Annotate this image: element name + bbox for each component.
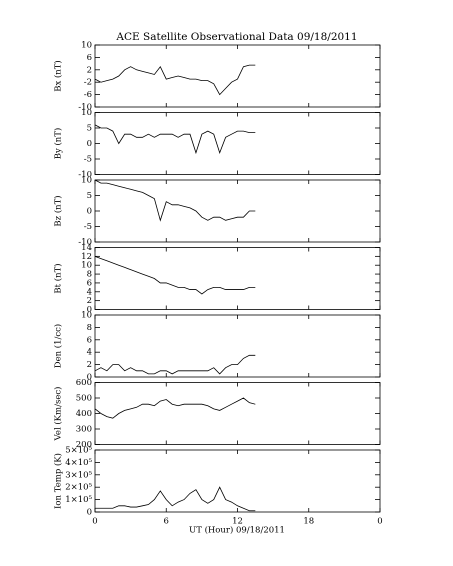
y-axis-label: Bz (nT) (53, 195, 64, 226)
y-tick-label: -5 (84, 155, 92, 165)
y-tick-label: 400 (76, 409, 92, 419)
y-tick-label: 2 (87, 360, 92, 370)
y-tick-label: 0 (87, 207, 92, 217)
y-tick-label: 0 (87, 139, 92, 149)
data-line (94, 124, 256, 155)
y-tick-label: 500 (76, 394, 92, 404)
y-tick-label: 4 (87, 287, 92, 297)
data-line (94, 179, 256, 222)
data-line (94, 255, 256, 295)
y-tick-label: 14 (81, 243, 92, 253)
y-tick-label: 0 (87, 508, 92, 518)
y-tick-label: 10 (81, 176, 92, 186)
y-tick-label: 5×10⁵ (65, 446, 92, 456)
y-tick-label: 6 (87, 278, 92, 288)
y-tick-label: -10 (78, 238, 92, 248)
data-line (94, 354, 256, 375)
x-axis-label: UT (Hour) 09/18/2011 (189, 525, 285, 536)
y-tick-label: 2 (87, 65, 92, 75)
chart-title: ACE Satellite Observational Data 09/18/2… (115, 31, 357, 43)
y-tick-label: 600 (76, 378, 92, 388)
y-tick-label: 8 (87, 323, 92, 333)
x-tick-label: 6 (164, 517, 169, 527)
y-tick-label: -6 (84, 90, 92, 100)
y-axis-label: Den (1/cc) (53, 324, 64, 368)
panel-frame (94, 112, 381, 175)
y-tick-label: 0 (87, 373, 92, 383)
data-line (94, 64, 256, 96)
x-tick-label: 0 (377, 517, 382, 527)
panel-frame (94, 44, 381, 108)
y-tick-label: 5 (87, 124, 92, 134)
y-tick-label: 2×10⁵ (65, 483, 92, 493)
data-line (95, 486, 256, 512)
y-tick-label: 4 (87, 348, 92, 358)
y-axis-label: Bt (nT) (53, 263, 64, 293)
y-tick-label: -10 (78, 170, 92, 180)
y-tick-label: 300 (76, 425, 92, 435)
panel-frame (94, 449, 381, 513)
x-tick-label: 0 (92, 517, 97, 527)
x-tick-label: 18 (303, 517, 314, 527)
y-tick-label: 0 (87, 305, 92, 315)
y-tick-label: 2 (87, 296, 92, 306)
panel-frame (94, 179, 381, 243)
y-tick-label: 12 (81, 252, 92, 262)
y-tick-label: 1×10⁵ (65, 495, 92, 505)
y-axis-label: Vel (Km/sec) (53, 387, 64, 442)
y-tick-label: 10 (81, 261, 92, 271)
y-tick-label: 10 (81, 41, 92, 51)
panel-frame (94, 382, 381, 445)
y-tick-label: 10 (81, 108, 92, 118)
y-axis-label: Ion Temp (K) (53, 453, 64, 509)
y-tick-label: 8 (87, 270, 92, 280)
y-tick-label: 5 (87, 191, 92, 201)
panel-frame (94, 247, 381, 310)
y-axis-label: Bx (nT) (53, 60, 64, 92)
y-tick-label: -2 (84, 78, 92, 88)
y-tick-label: 3×10⁵ (65, 470, 92, 480)
y-tick-label: 10 (81, 311, 92, 321)
y-tick-label: -5 (84, 222, 92, 232)
panel-frame (94, 314, 381, 378)
y-tick-label: -10 (78, 103, 92, 113)
x-tick-label: 12 (232, 517, 243, 527)
y-tick-label: 6 (87, 53, 92, 63)
y-tick-label: 6 (87, 335, 92, 345)
data-line (94, 397, 256, 419)
y-tick-label: 4×10⁵ (65, 458, 92, 468)
y-axis-label: By (nT) (53, 128, 64, 160)
y-tick-label: 200 (76, 440, 92, 450)
